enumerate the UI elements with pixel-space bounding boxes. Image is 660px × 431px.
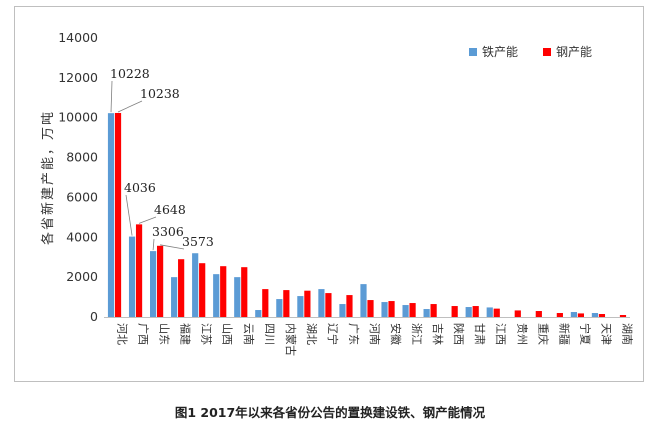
x-tick-label: 云南: [242, 323, 255, 345]
bar-steel: [262, 289, 269, 317]
bar-steel: [451, 306, 458, 317]
x-tick-label: 湖北: [305, 323, 318, 345]
x-tick-label: 陕西: [452, 323, 466, 345]
data-label: 3306: [152, 224, 184, 239]
bar-steel: [514, 310, 521, 317]
bar-iron: [276, 299, 283, 317]
bar-steel: [535, 311, 542, 317]
bar-iron: [381, 302, 388, 317]
bar-steel: [304, 290, 311, 317]
bar-steel: [199, 263, 206, 317]
x-tick-label: 四川: [263, 323, 276, 345]
bar-steel: [619, 315, 627, 317]
x-tick-label: 新疆: [557, 323, 571, 345]
bar-iron: [255, 310, 262, 317]
bar-iron: [213, 274, 220, 317]
annotation-leader: [152, 238, 155, 251]
data-label: 4036: [124, 180, 156, 195]
x-tick-label: 浙江: [410, 323, 423, 345]
x-tick-label: 广西: [137, 323, 150, 345]
legend-label: 铁产能: [482, 45, 518, 59]
legend-label: 钢产能: [556, 45, 592, 59]
y-tick-label: 12000: [58, 70, 98, 85]
bar-iron: [423, 309, 430, 317]
bar-iron: [339, 304, 346, 317]
annotation-leader: [160, 244, 185, 250]
bar-steel: [325, 293, 332, 317]
bar-steel: [241, 267, 248, 317]
bar-iron: [465, 307, 472, 317]
bar-steel: [283, 290, 290, 317]
bar-steel: [135, 224, 143, 317]
x-tick-label: 甘肃: [473, 323, 486, 345]
data-label: 10238: [140, 86, 180, 101]
data-label: 4648: [154, 202, 186, 217]
x-tick-label: 吉林: [431, 323, 445, 345]
bar-iron: [171, 277, 178, 317]
bar-iron: [402, 305, 409, 317]
bar-steel: [409, 303, 416, 317]
x-tick-label: 贵州: [515, 323, 528, 345]
bar-iron: [234, 277, 241, 317]
y-tick-label: 2000: [66, 269, 98, 284]
x-tick-label: 山西: [221, 323, 234, 345]
bar-steel: [556, 313, 563, 317]
annotation-leader: [138, 216, 157, 224]
bar-iron: [107, 113, 115, 318]
y-axis-label: 各省新建产能，万吨: [40, 110, 56, 245]
bar-steel: [430, 304, 437, 317]
bar-steel: [367, 300, 374, 317]
bar-steel: [577, 313, 584, 317]
x-tick-label: 辽宁: [326, 323, 340, 345]
x-tick-label: 安徽: [389, 323, 403, 345]
annotation-leader: [125, 194, 133, 236]
x-tick-label: 江西: [494, 323, 507, 345]
bar-iron: [192, 253, 199, 317]
bar-steel: [178, 259, 185, 317]
x-tick-label: 天津: [599, 323, 612, 345]
bar-steel: [598, 314, 606, 317]
x-tick-label: 河北: [116, 323, 129, 345]
data-label: 3573: [182, 234, 214, 249]
y-tick-label: 14000: [58, 30, 98, 45]
x-tick-label: 广东: [347, 323, 360, 345]
bar-iron: [591, 313, 599, 317]
bar-iron: [150, 251, 157, 317]
x-tick-label: 重庆: [536, 323, 550, 345]
bar-steel: [157, 245, 164, 317]
y-tick-label: 6000: [66, 189, 98, 204]
y-tick-label: 0: [90, 309, 98, 324]
y-tick-label: 4000: [66, 229, 98, 244]
bar-steel: [472, 306, 479, 317]
bar-iron: [486, 307, 493, 317]
annotation-leader: [110, 80, 113, 113]
figure-caption: 图1 2017年以来各省份公告的置换建设铁、钢产能情况: [174, 405, 486, 420]
bar-steel: [346, 295, 353, 317]
bar-iron: [297, 296, 304, 317]
bar-iron: [360, 284, 367, 317]
y-tick-label: 8000: [66, 150, 98, 165]
bar-steel: [220, 266, 227, 317]
x-tick-label: 江苏: [200, 323, 213, 345]
bar-steel: [388, 301, 395, 317]
legend-swatch: [543, 48, 551, 56]
x-tick-label: 河南: [368, 323, 381, 345]
x-tick-label: 宁夏: [578, 323, 592, 345]
data-label: 10228: [110, 66, 150, 81]
bar-iron: [318, 289, 325, 317]
bar-steel: [114, 112, 122, 317]
y-tick-label: 10000: [58, 110, 98, 125]
bar-iron: [570, 312, 577, 317]
bar-steel: [493, 308, 500, 317]
bar-chart: 0 2000 4000 6000 8000 10000 12000 14000 各省新建产能，万…: [40, 30, 633, 356]
bar-iron: [128, 236, 136, 317]
legend-swatch: [469, 48, 477, 56]
x-tick-label: 山东: [158, 323, 171, 345]
annotation-leader: [117, 100, 143, 113]
x-tick-label: 湖南: [620, 323, 633, 345]
x-tick-label: 内蒙古: [284, 323, 298, 356]
x-tick-label: 福建: [179, 323, 193, 345]
